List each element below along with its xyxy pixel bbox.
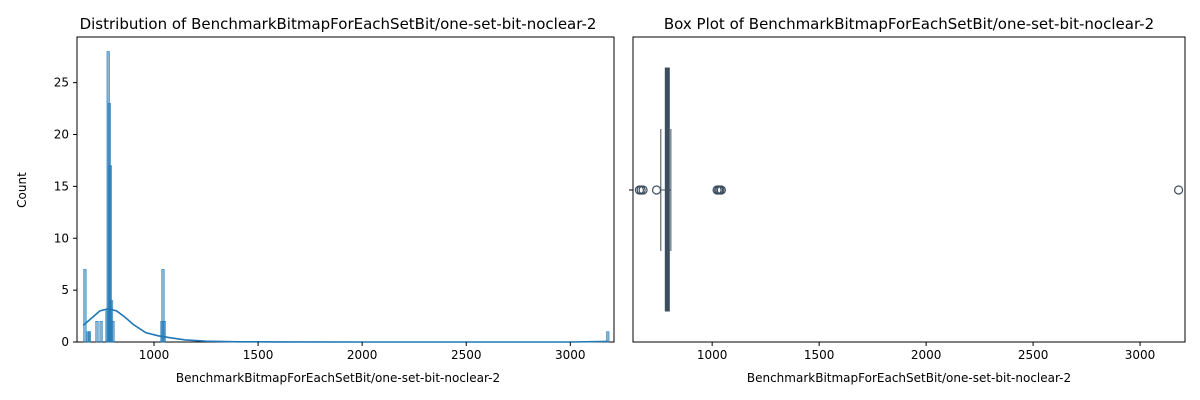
histogram-x-tick-label: 1000 xyxy=(139,348,170,362)
boxplot-x-tick-label: 1500 xyxy=(804,348,835,362)
histogram-bar xyxy=(83,269,87,343)
histogram-ylabel: Count xyxy=(15,172,29,208)
boxplot-x-ticks: 1000 1500 2000 2500 3000 xyxy=(697,342,1155,362)
histogram-bar xyxy=(99,321,103,343)
histogram-title: Distribution of BenchmarkBitmapForEachSe… xyxy=(80,15,597,33)
histogram-y-tick-label: 25 xyxy=(54,76,69,90)
histogram-y-tick-label: 20 xyxy=(54,128,69,142)
histogram-bar xyxy=(87,331,92,343)
histogram-y-tick-label: 10 xyxy=(54,231,69,245)
boxplot-outlier xyxy=(1173,185,1184,195)
histogram-bar xyxy=(162,321,166,343)
boxplot-xlabel: BenchmarkBitmapForEachSetBit/one-set-bit… xyxy=(747,371,1071,385)
boxplot-outlier xyxy=(716,185,726,195)
boxplot-x-tick-label: 2000 xyxy=(911,348,942,362)
boxplot-outlier xyxy=(638,185,648,195)
histogram-bar xyxy=(606,331,610,343)
boxplot-box xyxy=(664,67,670,312)
histogram-panel: Distribution of BenchmarkBitmapForEachSe… xyxy=(15,15,615,385)
boxplot-marks xyxy=(634,67,1184,312)
histogram-x-tick-label: 2500 xyxy=(451,348,482,362)
histogram-y-tick-label: 5 xyxy=(61,283,69,297)
histogram-x-tick-label: 3000 xyxy=(555,348,586,362)
histogram-bars xyxy=(83,51,610,343)
boxplot-outlier xyxy=(651,185,662,195)
histogram-bar xyxy=(95,321,99,343)
histogram-y-tick-label: 15 xyxy=(54,179,69,193)
histogram-kde-line xyxy=(82,307,608,343)
boxplot-panel: Box Plot of BenchmarkBitmapForEachSetBit… xyxy=(629,15,1186,385)
histogram-x-ticks: 1000 1500 2000 2500 3000 xyxy=(139,342,586,362)
boxplot-x-tick-label: 3000 xyxy=(1125,348,1156,362)
histogram-x-tick-label: 1500 xyxy=(243,348,274,362)
histogram-xlabel: BenchmarkBitmapForEachSetBit/one-set-bit… xyxy=(176,371,500,385)
boxplot-x-tick-label: 1000 xyxy=(697,348,728,362)
histogram-y-ticks: 0 5 10 15 20 25 xyxy=(54,76,77,349)
boxplot-x-tick-label: 2500 xyxy=(1018,348,1049,362)
boxplot-title: Box Plot of BenchmarkBitmapForEachSetBit… xyxy=(664,15,1154,33)
histogram-axes-frame xyxy=(76,36,615,343)
histogram-x-tick-label: 2000 xyxy=(347,348,378,362)
histogram-y-tick-label: 0 xyxy=(61,335,69,349)
histogram-bar xyxy=(111,321,115,343)
